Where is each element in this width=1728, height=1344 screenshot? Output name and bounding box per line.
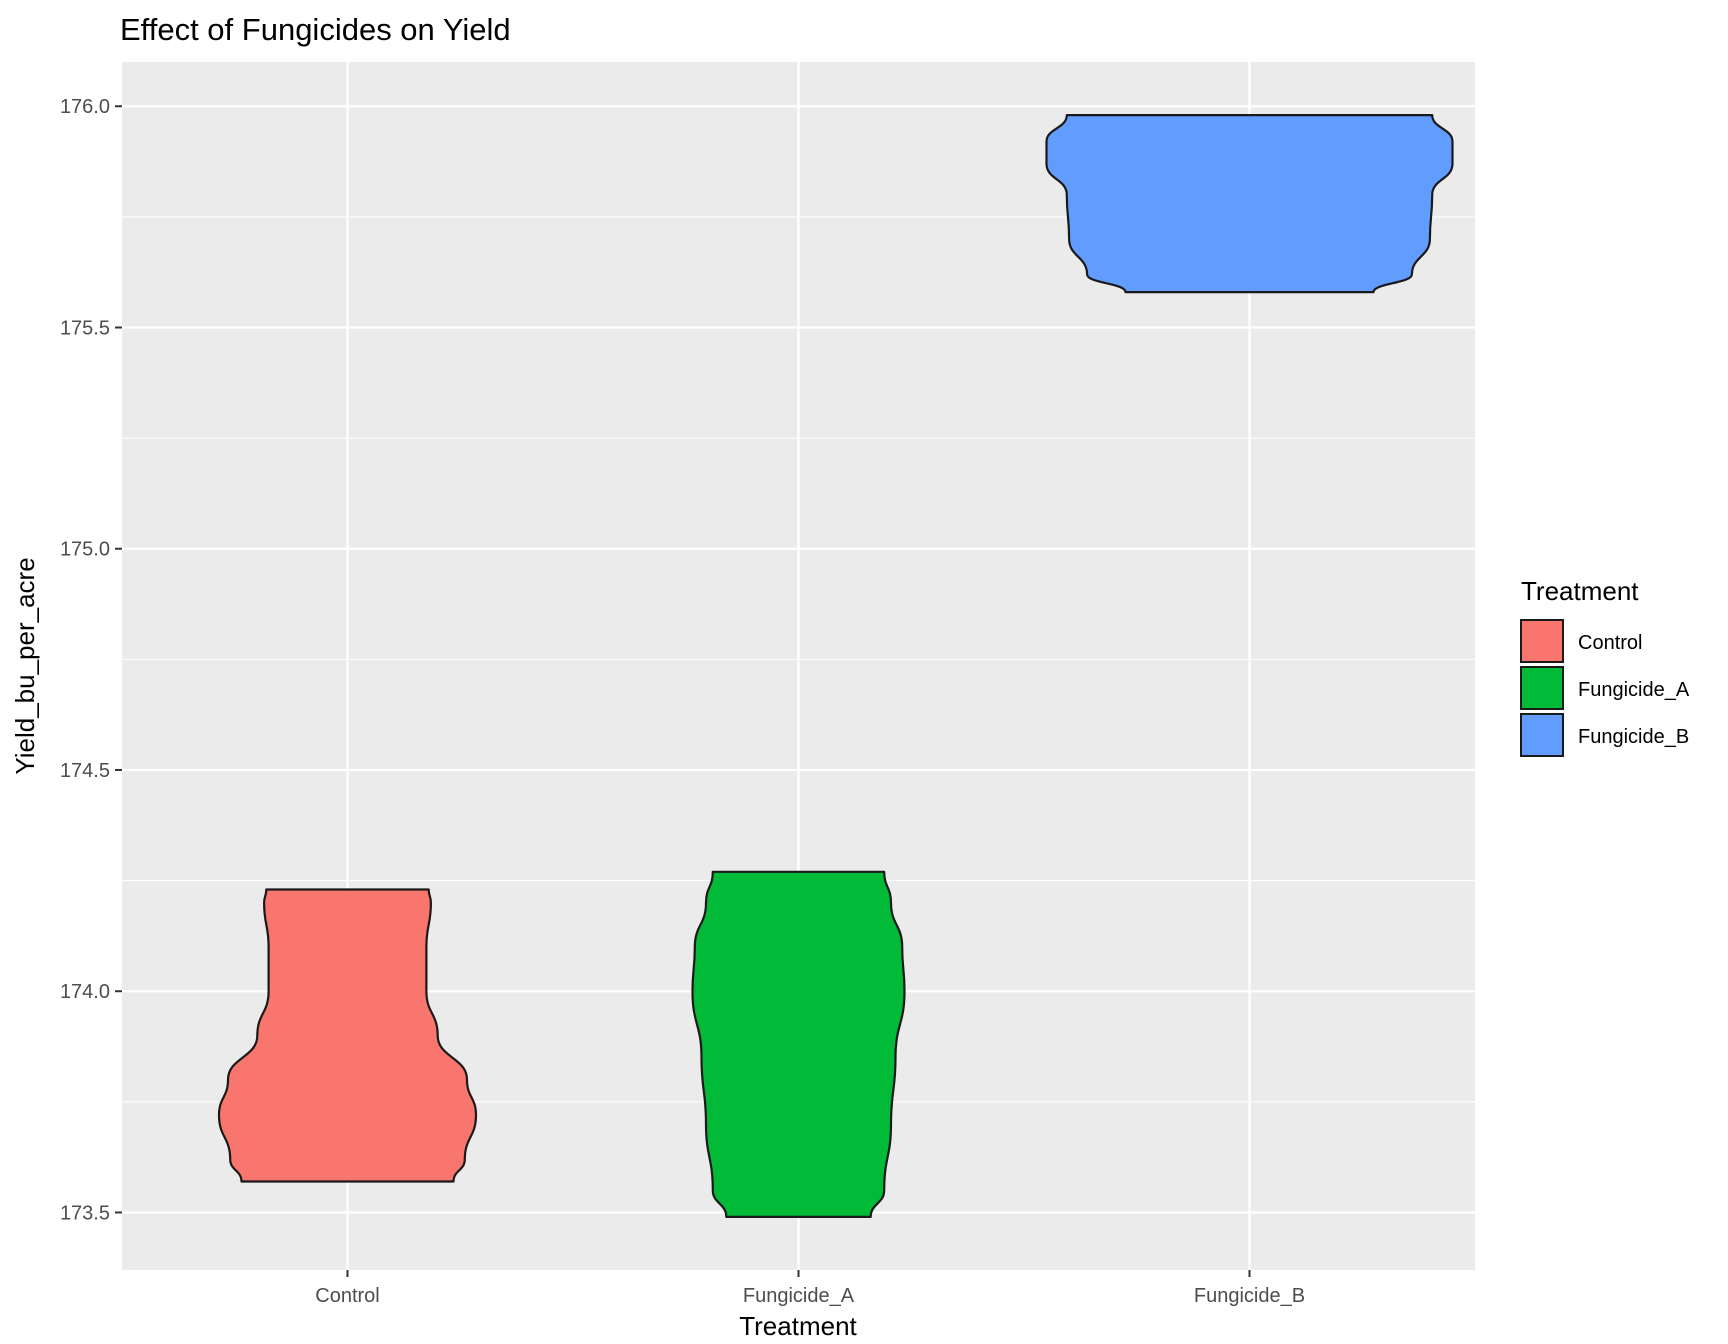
legend-title: Treatment bbox=[1521, 576, 1639, 606]
x-tick-label: Control bbox=[315, 1285, 379, 1307]
y-tick-label: 176.0 bbox=[60, 96, 110, 118]
violin-fungicide-a bbox=[691, 870, 906, 1218]
legend: Treatment Control Fungicide_A Fungicide_B bbox=[1520, 576, 1690, 757]
legend-label: Control bbox=[1578, 632, 1642, 654]
y-tick-label: 175.5 bbox=[60, 317, 110, 339]
legend-key-fungicide-a bbox=[1520, 666, 1564, 710]
x-axis-ticks: Control Fungicide_A Fungicide_B bbox=[315, 1270, 1305, 1307]
legend-label: Fungicide_B bbox=[1578, 726, 1689, 748]
x-tick-label: Fungicide_B bbox=[1194, 1285, 1305, 1307]
legend-key-fungicide-b bbox=[1520, 713, 1564, 757]
y-axis-title: Yield_bu_per_acre bbox=[10, 557, 40, 774]
violin-fungicide-b bbox=[1045, 114, 1454, 294]
y-tick-label: 174.5 bbox=[60, 760, 110, 782]
x-axis-title: Treatment bbox=[739, 1311, 857, 1341]
y-tick-label: 175.0 bbox=[60, 539, 110, 561]
x-tick-label: Fungicide_A bbox=[743, 1285, 855, 1307]
grid-lines bbox=[122, 62, 1475, 1270]
legend-label: Fungicide_A bbox=[1578, 679, 1690, 701]
y-tick-label: 173.5 bbox=[60, 1202, 110, 1224]
y-tick-label: 174.0 bbox=[60, 981, 110, 1003]
legend-entries: Control Fungicide_A Fungicide_B bbox=[1520, 619, 1690, 757]
legend-key-control bbox=[1520, 619, 1564, 663]
chart-title: Effect of Fungicides on Yield bbox=[120, 12, 511, 47]
violin-control bbox=[217, 888, 478, 1183]
y-axis-ticks: 173.5 174.0 174.5 175.0 175.5 176.0 bbox=[60, 96, 122, 1224]
violins bbox=[217, 114, 1454, 1218]
